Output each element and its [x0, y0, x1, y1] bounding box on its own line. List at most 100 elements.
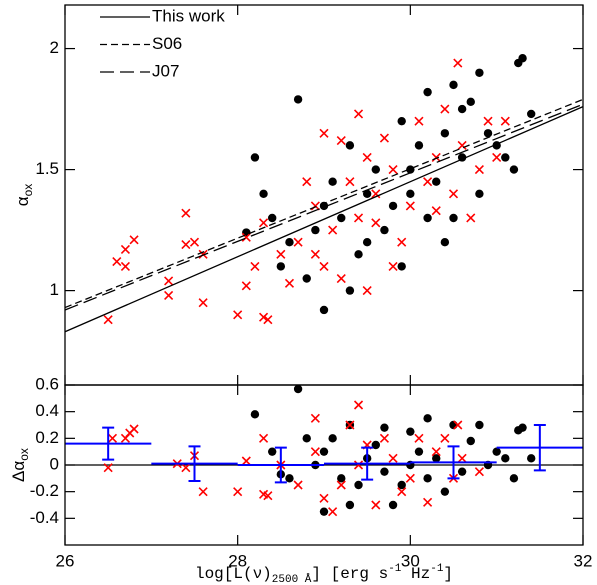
- point: [414, 433, 424, 443]
- point: [440, 104, 450, 114]
- frame: [64, 4, 584, 386]
- point: [311, 225, 320, 235]
- y-tick-label: 0: [50, 454, 59, 473]
- point: [319, 493, 329, 503]
- point: [310, 249, 320, 259]
- point: [501, 454, 510, 463]
- point: [371, 500, 381, 510]
- point: [120, 261, 130, 271]
- point: [380, 423, 389, 432]
- x-label-part: -1: [388, 563, 402, 575]
- point: [198, 298, 208, 308]
- point: [440, 433, 450, 443]
- point: [414, 447, 424, 456]
- point: [293, 385, 303, 394]
- point: [259, 433, 269, 443]
- point: [103, 463, 113, 473]
- x-tick-label: 32: [574, 551, 593, 570]
- point: [449, 213, 458, 223]
- point: [466, 97, 475, 107]
- point: [466, 213, 476, 223]
- y-label-main: Δα: [9, 461, 28, 482]
- y-tick-label: 0.6: [35, 374, 59, 393]
- point: [285, 474, 294, 483]
- fit-line: [65, 106, 583, 333]
- point: [302, 177, 312, 187]
- x-tick-label: 28: [228, 551, 247, 570]
- point: [198, 249, 208, 259]
- x-label-part: ]: [443, 565, 453, 583]
- point: [483, 116, 493, 126]
- point: [302, 274, 311, 283]
- point: [371, 189, 381, 199]
- point: [319, 128, 329, 138]
- point: [431, 206, 441, 216]
- point: [453, 58, 463, 68]
- x-label-part: -1: [430, 563, 444, 575]
- point: [310, 413, 320, 423]
- point: [362, 237, 372, 247]
- point: [432, 454, 441, 463]
- point: [406, 427, 415, 436]
- point: [432, 177, 441, 186]
- point: [423, 177, 433, 187]
- legend-label: S06: [152, 34, 182, 53]
- point: [509, 474, 519, 483]
- point: [328, 434, 337, 443]
- point: [514, 426, 523, 435]
- point: [371, 440, 380, 450]
- point: [388, 201, 398, 211]
- point: [466, 436, 475, 446]
- point: [397, 480, 406, 490]
- point: [501, 153, 510, 162]
- point: [380, 467, 389, 476]
- y-label-sub: ox: [17, 448, 31, 461]
- point: [405, 201, 415, 211]
- point: [293, 95, 303, 104]
- x-label-part: 2500 Å: [272, 573, 312, 585]
- error-bar: [447, 445, 460, 480]
- point: [457, 453, 467, 463]
- point: [250, 153, 260, 162]
- point: [492, 447, 501, 456]
- y-tick-label: 1: [50, 280, 59, 299]
- point: [250, 261, 260, 271]
- point: [475, 189, 484, 198]
- point: [353, 460, 364, 470]
- point: [276, 249, 286, 259]
- point: [233, 310, 243, 320]
- y-label-main: α: [13, 196, 32, 206]
- point: [371, 218, 381, 228]
- point: [371, 165, 380, 174]
- point: [406, 189, 415, 198]
- fit-line: [65, 98, 583, 309]
- point: [527, 109, 536, 119]
- x-tick-label: 30: [401, 551, 420, 570]
- point: [181, 463, 191, 473]
- point: [164, 276, 174, 286]
- point: [250, 410, 260, 419]
- y-tick-label: -0.2: [30, 481, 59, 500]
- point: [259, 312, 269, 322]
- point: [397, 262, 406, 271]
- point: [431, 152, 441, 163]
- point: [388, 261, 398, 271]
- fit-line: [65, 103, 583, 311]
- point: [354, 250, 363, 259]
- point: [336, 273, 346, 284]
- point: [293, 237, 303, 247]
- point: [319, 305, 329, 315]
- y-axis-label: Δαox: [9, 448, 31, 482]
- point: [388, 453, 398, 463]
- point: [397, 487, 407, 497]
- point: [328, 225, 338, 235]
- point: [319, 507, 329, 516]
- point: [259, 189, 268, 198]
- point: [388, 500, 398, 510]
- point: [189, 237, 200, 247]
- legend-label: This work: [152, 6, 225, 25]
- point: [449, 80, 458, 90]
- point: [405, 473, 415, 483]
- point: [500, 116, 510, 126]
